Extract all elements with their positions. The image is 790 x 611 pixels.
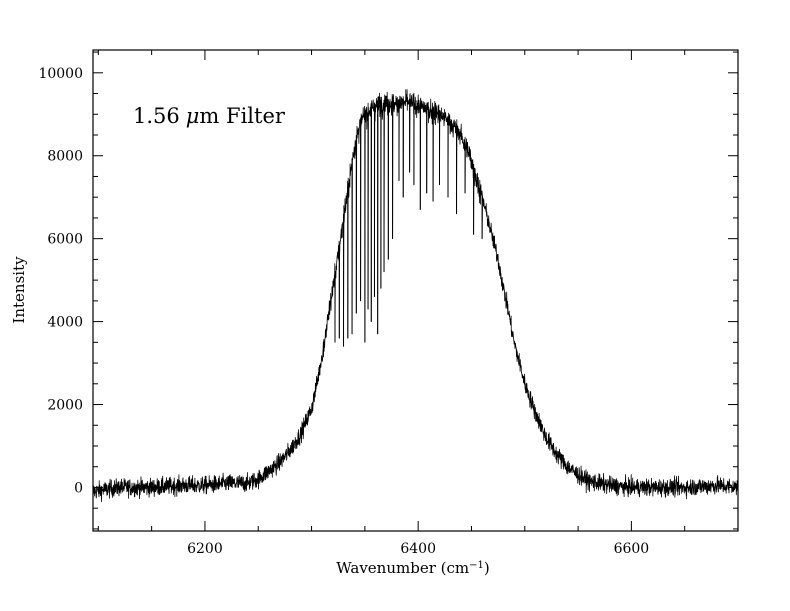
- y-tick-label: 0: [74, 480, 83, 496]
- tick-label-layer: 6200 6400 6600 0 2000 4000 6000 8000 10000: [38, 66, 649, 557]
- x-axis-label: Wavenumber (cm−1): [336, 559, 489, 577]
- y-tick-label: 6000: [47, 232, 83, 248]
- x-tick-label: 6200: [187, 541, 223, 557]
- annotation-mu-symbol: μ: [186, 104, 200, 128]
- annotation-number: 1.56: [133, 104, 180, 128]
- plot-frame: [92, 49, 739, 532]
- y-tick-label: 8000: [47, 149, 83, 165]
- x-tick-label: 6400: [400, 541, 436, 557]
- spectrum-series-line: [92, 89, 739, 503]
- annotation-unit-rest: m Filter: [199, 104, 285, 128]
- y-tick-label: 4000: [47, 315, 83, 331]
- y-tick-label: 10000: [38, 66, 83, 82]
- y-tick-label: 2000: [47, 398, 83, 414]
- y-axis-label: Intensity: [10, 256, 28, 324]
- x-tick-label: 6600: [614, 541, 650, 557]
- x-axis-label-close: ): [484, 559, 490, 577]
- filter-annotation: 1.56 μm Filter: [133, 104, 286, 128]
- x-axis-label-superscript: −1: [469, 560, 484, 571]
- series-layer: [92, 89, 739, 503]
- tick-layer: [93, 50, 739, 531]
- x-axis-label-main: Wavenumber (cm: [336, 559, 469, 577]
